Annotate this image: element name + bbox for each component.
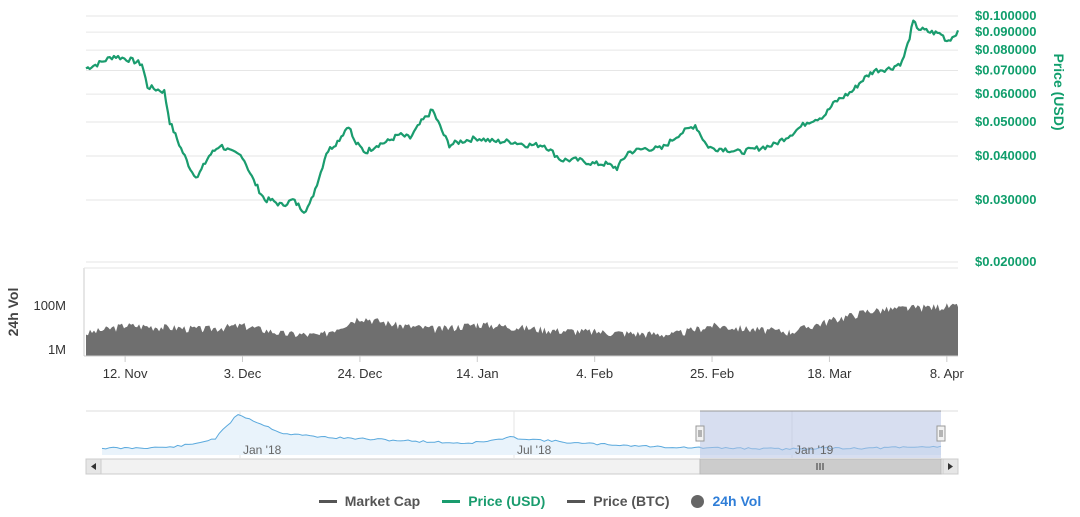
navigator-area	[102, 414, 941, 455]
legend-label: Price (BTC)	[593, 493, 670, 509]
navigator-tick-jul18: Jul '18	[517, 443, 552, 457]
price-axis-title: Price (USD)	[1051, 53, 1067, 130]
price-tick-label: $0.090000	[975, 24, 1036, 39]
navigator-handle-left[interactable]	[695, 425, 705, 442]
volume-tick-1m: 1M	[48, 342, 66, 357]
price-tick-label: $0.080000	[975, 42, 1036, 57]
price-grid	[86, 15, 958, 263]
price-tick-label: $0.040000	[975, 148, 1036, 163]
x-tick-label: 3. Dec	[224, 366, 262, 381]
legend-label: Price (USD)	[468, 493, 546, 509]
scrollbar-grip-icon	[816, 463, 824, 470]
x-tick-label: 24. Dec	[337, 366, 382, 381]
price-tick-label: $0.020000	[975, 254, 1036, 269]
navigator-tick-jan18: Jan '18	[243, 443, 282, 457]
volume-tick-100m: 100M	[33, 298, 66, 313]
price-tick-label: $0.100000	[975, 8, 1036, 23]
navigator-handle-right[interactable]	[936, 425, 946, 442]
legend-label: Market Cap	[344, 493, 421, 509]
x-tick-label: 12. Nov	[103, 366, 148, 381]
navigator-tick-jan19: Jan '19	[795, 443, 834, 457]
legend-label: 24h Vol	[712, 493, 762, 509]
price-tick-label: $0.070000	[975, 63, 1036, 78]
x-tick-label: 14. Jan	[456, 366, 499, 381]
x-tick-label: 4. Feb	[576, 366, 613, 381]
price-tick-label: $0.060000	[975, 86, 1036, 101]
legend-item-market-cap[interactable]: Market Cap	[318, 493, 421, 509]
legend-item-24h-vol[interactable]: 24h Vol	[691, 493, 761, 509]
x-axis-ticks: 12. Nov 3. Dec 24. Dec 14. Jan 4. Feb 25. Feb…	[103, 356, 965, 381]
legend-dot-icon	[691, 494, 705, 508]
arrow-left-icon	[91, 463, 96, 470]
legend-line-icon	[442, 499, 461, 503]
navigator-selection[interactable]	[700, 411, 941, 458]
scroll-left-button[interactable]	[85, 458, 102, 475]
price-axis-labels: $0.100000$0.090000 $0.080000 $0.070000 $0.0…	[975, 8, 1036, 269]
x-tick-label: 8. Apr	[930, 366, 965, 381]
volume-axis-title: 24h Vol	[5, 288, 21, 337]
scroll-right-button[interactable]	[942, 458, 959, 475]
legend-line-icon	[318, 499, 337, 503]
x-tick-label: 25. Feb	[690, 366, 734, 381]
price-usd-line	[85, 19, 960, 214]
arrow-right-icon	[948, 463, 953, 470]
x-tick-label: 18. Mar	[807, 366, 852, 381]
price-tick-label: $0.050000	[975, 114, 1036, 129]
price-chart: $0.100000$0.090000 $0.080000 $0.070000 $0.0…	[5, 8, 1067, 475]
legend-line-icon	[567, 499, 586, 503]
price-tick-label: $0.030000	[975, 192, 1036, 207]
navigator[interactable]: Jan '18 Jul '18 Jan '19	[85, 410, 959, 475]
chart-legend: Market Cap Price (USD) Price (BTC) 24h V…	[0, 490, 1080, 512]
volume-bars	[86, 303, 958, 356]
legend-item-price-usd[interactable]: Price (USD)	[442, 493, 545, 509]
legend-item-price-btc[interactable]: Price (BTC)	[567, 493, 669, 509]
